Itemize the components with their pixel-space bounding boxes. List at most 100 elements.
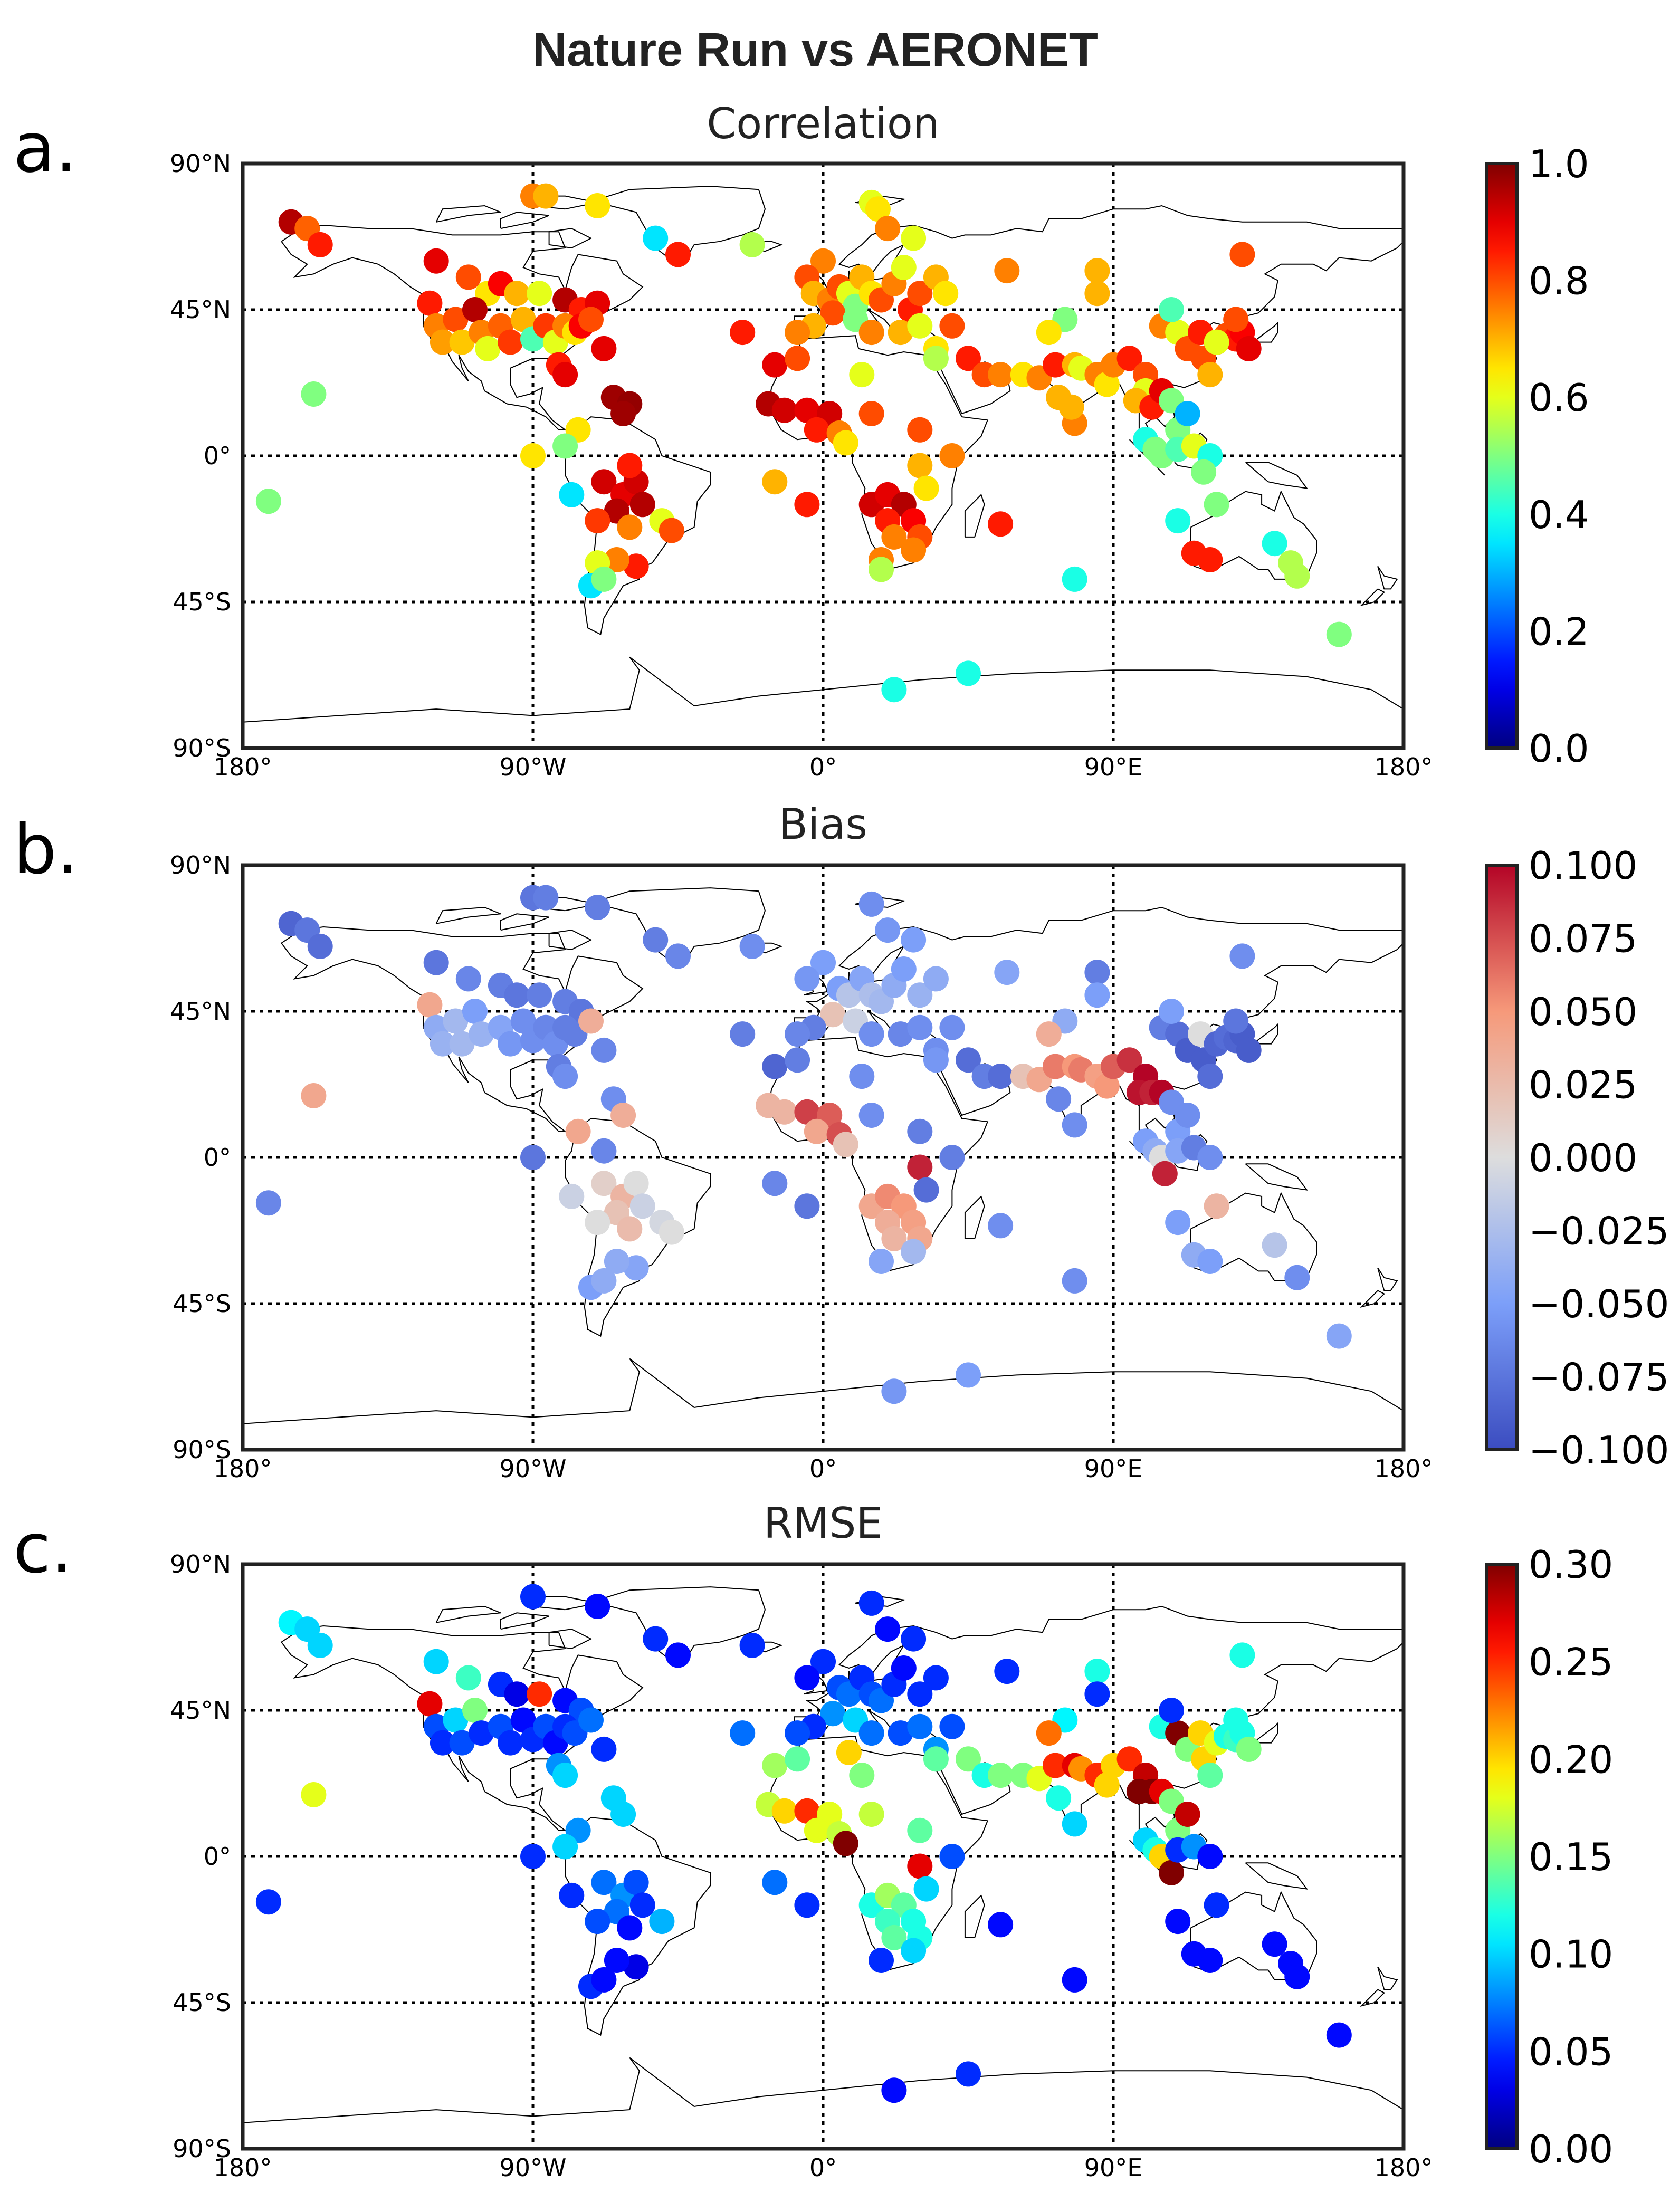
station-point	[469, 1720, 494, 1746]
lon-tick-label: 180°	[214, 753, 272, 781]
colorbar-tick-label: 1.0	[1529, 142, 1589, 186]
station-point	[591, 1037, 617, 1063]
station-point	[520, 1145, 546, 1170]
coastline	[500, 913, 549, 931]
station-point	[1175, 1802, 1200, 1827]
station-point	[430, 329, 455, 355]
station-point	[881, 1924, 907, 1950]
lon-tick-label: 0°	[809, 753, 837, 781]
station-point	[1284, 1964, 1310, 1989]
station-point	[901, 1938, 927, 1964]
station-point	[810, 248, 836, 274]
station-point	[552, 1834, 578, 1860]
coastline	[500, 212, 549, 229]
station-point	[1159, 999, 1184, 1024]
station-point	[443, 307, 469, 332]
station-point	[659, 1219, 684, 1245]
station-point	[939, 1713, 965, 1739]
station-point	[956, 660, 981, 686]
station-point	[475, 336, 501, 361]
station-point	[578, 307, 604, 332]
station-point	[1284, 1265, 1310, 1290]
panel-title: Bias	[779, 800, 867, 849]
station-point	[891, 956, 917, 982]
coastline	[964, 1894, 985, 1938]
station-point	[1036, 1021, 1062, 1047]
station-point	[771, 397, 797, 423]
station-point	[591, 1736, 617, 1762]
station-point	[623, 1870, 649, 1895]
coastline	[243, 656, 1404, 723]
station-point	[1159, 1860, 1184, 1885]
station-point	[804, 417, 829, 443]
station-point	[623, 1171, 649, 1196]
station-point	[907, 1853, 933, 1879]
station-point	[1062, 566, 1087, 592]
station-point	[923, 1746, 949, 1772]
lat-tick-label: 0°	[204, 1842, 231, 1871]
lat-tick-label: 90°N	[170, 1550, 231, 1578]
panel-title: Correlation	[707, 99, 939, 148]
station-point	[771, 1798, 797, 1824]
coastline	[1245, 462, 1308, 489]
station-point	[462, 297, 488, 322]
station-point	[610, 401, 636, 426]
station-point	[762, 1054, 788, 1079]
lon-tick-label: 90°E	[1084, 2153, 1143, 2182]
station-point	[785, 1720, 810, 1746]
station-point	[1326, 2022, 1352, 2048]
station-point	[623, 553, 649, 579]
station-point	[881, 677, 907, 703]
station-point	[504, 1681, 530, 1707]
station-point	[591, 469, 617, 495]
station-point	[417, 290, 443, 316]
station-point	[907, 982, 933, 1008]
station-point	[820, 1002, 846, 1028]
station-point	[552, 1064, 578, 1089]
station-point	[1262, 1931, 1287, 1957]
station-point	[881, 1225, 907, 1251]
station-point	[875, 216, 901, 242]
station-point	[1084, 982, 1110, 1008]
station-point	[785, 1047, 810, 1073]
coastline	[964, 494, 985, 538]
station-point	[1116, 1746, 1142, 1772]
station-point	[510, 1008, 536, 1034]
station-point	[956, 1047, 981, 1073]
station-point	[1223, 1008, 1249, 1034]
coastline	[587, 887, 766, 963]
colorbar-tick-label: 0.05	[1529, 2029, 1613, 2074]
coastline	[435, 205, 501, 223]
colorbar	[1485, 162, 1519, 750]
station-point	[888, 1720, 913, 1746]
station-point	[498, 1730, 523, 1756]
station-point	[939, 1145, 965, 1170]
station-point	[794, 1193, 820, 1219]
station-point	[820, 1701, 846, 1727]
station-point	[933, 281, 959, 307]
station-point	[762, 1171, 788, 1196]
station-point	[1094, 1073, 1120, 1099]
coastline	[1360, 1290, 1385, 1308]
station-point	[1046, 1785, 1072, 1811]
station-point	[617, 1216, 643, 1242]
station-point	[1204, 1892, 1229, 1918]
station-point	[771, 1099, 797, 1125]
station-point	[1236, 336, 1262, 361]
station-point	[665, 1642, 691, 1668]
station-point	[794, 1798, 820, 1824]
station-point	[913, 1876, 939, 1902]
colorbar-tick-label: 0.4	[1529, 493, 1589, 537]
station-point	[994, 258, 1020, 284]
station-point	[469, 1021, 494, 1047]
station-point	[785, 346, 810, 371]
station-point	[585, 1210, 610, 1236]
station-point	[881, 524, 907, 550]
station-point	[1175, 1103, 1200, 1128]
station-point	[449, 1730, 475, 1756]
station-point	[988, 1912, 1014, 1938]
station-point	[533, 183, 559, 209]
station-point	[423, 950, 449, 975]
station-point	[520, 1844, 546, 1869]
lon-tick-label: 180°	[1375, 753, 1433, 781]
